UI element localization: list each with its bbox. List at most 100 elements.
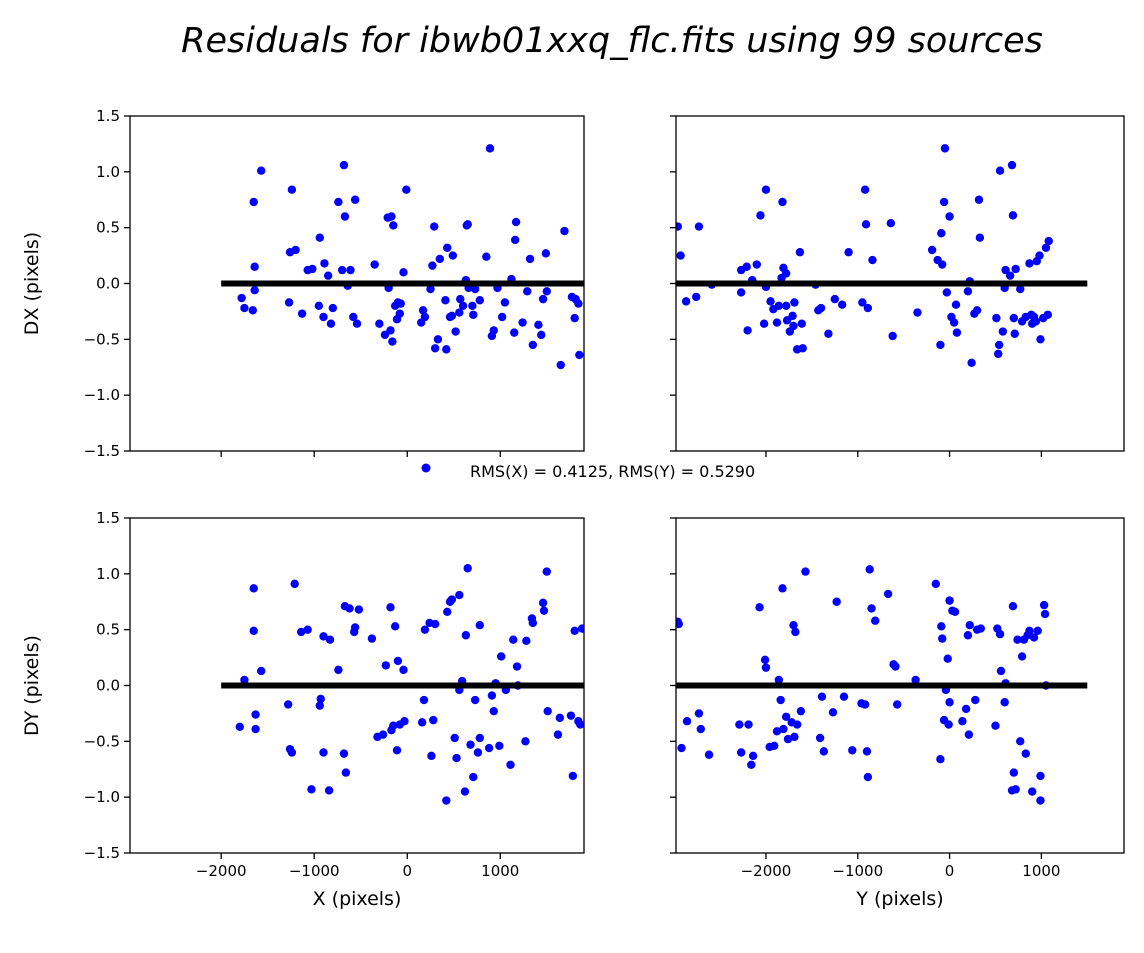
scatter-point (976, 624, 985, 633)
scatter-point (911, 675, 920, 685)
scatter-point (370, 260, 379, 269)
scatter-point (1008, 602, 1018, 611)
scatter-point (291, 245, 300, 255)
scatter-point (950, 607, 960, 616)
scatter-point (307, 785, 316, 794)
scatter-point (447, 311, 457, 321)
scatter-point (482, 252, 491, 261)
scatter-point (389, 721, 398, 730)
axis-ticks-dx-y (670, 115, 1043, 457)
scatter-point (287, 748, 297, 757)
scatter-point (798, 344, 807, 353)
scatter-point (778, 197, 787, 207)
scatter-point (340, 212, 350, 221)
scatter-point (251, 724, 260, 734)
scatter-point (863, 772, 873, 782)
ylabel-dy: DY (pixels) (21, 635, 43, 736)
scatter-point (326, 319, 336, 328)
scatter-point (528, 618, 538, 628)
scatter-point (470, 695, 480, 705)
scatter-point (443, 243, 452, 252)
scatter-point (251, 710, 260, 719)
scatter-point (994, 340, 1004, 350)
scatter-point (942, 288, 952, 297)
scatter-point (250, 286, 259, 295)
scatter-point (788, 311, 797, 321)
scatter-point (963, 631, 973, 640)
scatter-point (469, 772, 478, 782)
scatter-point (392, 746, 402, 755)
scatter-point (525, 254, 535, 264)
scatter-point (435, 254, 444, 264)
scatter-point (290, 579, 299, 589)
scatter-point (447, 595, 457, 604)
scatter-point (961, 704, 971, 714)
scatter-point (324, 786, 334, 795)
scatter-point (964, 730, 974, 739)
scatter-point (867, 604, 876, 613)
scatter-point (1031, 317, 1041, 326)
scatter-point (555, 713, 565, 723)
x-tick-label: 0 (945, 862, 955, 880)
scatter-point (1039, 600, 1049, 610)
panel-dy-vs-x: 1.51.00.50.0−0.5−1.0−1.5−2000 −1000 0 1000 … (21, 509, 585, 910)
scatter-point (752, 260, 761, 269)
scatter-point (951, 300, 961, 309)
scatter-point (375, 319, 384, 328)
scatter-point (949, 318, 959, 327)
scatter-point (315, 233, 324, 242)
x-tick-label: 1000 (1022, 862, 1060, 880)
scatter-point (448, 251, 458, 260)
scatter-point (341, 768, 351, 777)
scatter-point (1000, 698, 1009, 707)
scatter-point (748, 751, 758, 761)
scatter-point (952, 328, 962, 337)
scatter-point (367, 634, 377, 643)
scatter-point (500, 298, 510, 307)
scatter-point (455, 308, 464, 317)
y-tick-label: −0.5 (84, 330, 120, 348)
scatter-point (816, 303, 826, 313)
scatter-point (390, 622, 400, 631)
scatter-point (528, 340, 538, 350)
scatter-point (402, 185, 411, 194)
scatter-point (824, 329, 833, 338)
panel-dy-vs-y: −2000 −1000 0 1000 Y (pixels) (670, 517, 1125, 910)
scatter-point (1040, 609, 1050, 619)
scatter-point (736, 288, 746, 297)
scatter-point (497, 312, 507, 322)
scatter-point (963, 287, 973, 296)
scatter-point (861, 220, 871, 229)
scatter-point (430, 619, 440, 629)
scatter-point (541, 249, 551, 258)
scatter-point (1043, 310, 1053, 319)
x-tick-label: 0 (402, 862, 412, 880)
scatter-point (766, 297, 775, 306)
scatter-point (992, 313, 1001, 323)
scatter-point (682, 717, 692, 726)
scatter-point (473, 748, 483, 757)
ylabel-dx: DX (pixels) (21, 232, 43, 335)
scatter-point (744, 720, 753, 729)
scatter-point (760, 655, 770, 665)
scatter-point (1007, 160, 1017, 170)
scatter-point (860, 700, 870, 709)
scatter-point (863, 303, 873, 313)
y-tick-label: 0.0 (96, 677, 120, 695)
scatter-point (452, 753, 461, 763)
scatter-point (248, 306, 258, 315)
scatter-point (319, 312, 328, 322)
scatter-point (350, 195, 360, 204)
scatter-point (296, 627, 306, 637)
scatter-point (938, 260, 947, 269)
scatter-point (1013, 635, 1022, 644)
x-tick-label: −1000 (289, 862, 340, 880)
scatter-point (1011, 264, 1020, 274)
scatter-point (940, 144, 950, 153)
scatter-point (938, 634, 947, 643)
scatter-point (967, 358, 976, 367)
scatter-point (495, 741, 504, 750)
scatter-point (509, 635, 518, 644)
scatter-point (393, 656, 403, 666)
legend: RMS(X) = 0.4125, RMS(Y) = 0.5290 (421, 462, 755, 481)
